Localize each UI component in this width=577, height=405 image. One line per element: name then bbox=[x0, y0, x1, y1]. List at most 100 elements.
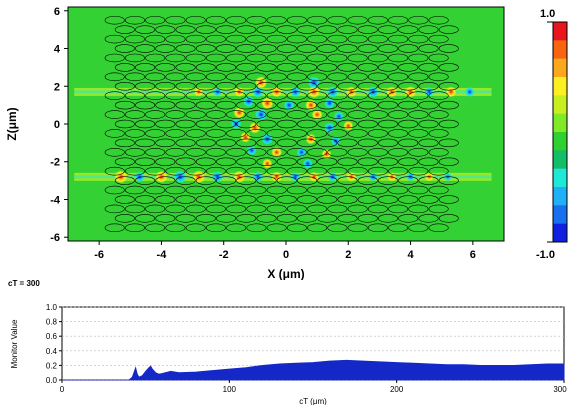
lattice-hole bbox=[145, 72, 166, 82]
lattice-hole bbox=[317, 119, 338, 129]
lattice-hole bbox=[145, 129, 166, 138]
lattice-hole bbox=[226, 129, 247, 138]
y-tick-label: -6 bbox=[50, 232, 60, 244]
lattice-hole bbox=[155, 138, 176, 148]
lattice-hole bbox=[246, 91, 267, 100]
lattice-hole bbox=[377, 44, 399, 53]
lattice-hole bbox=[104, 15, 125, 25]
lattice-hole bbox=[155, 100, 176, 110]
lattice-hole bbox=[438, 100, 459, 110]
lattice-hole bbox=[297, 81, 318, 91]
lattice-hole bbox=[438, 63, 459, 72]
lattice-hole bbox=[236, 214, 257, 223]
lattice-hole bbox=[408, 34, 429, 44]
lattice-hole bbox=[104, 72, 125, 82]
field-hot-spot bbox=[261, 97, 274, 110]
lattice-hole bbox=[337, 195, 358, 204]
lattice-hole bbox=[337, 138, 358, 148]
lattice-hole bbox=[307, 148, 328, 157]
lattice-hole bbox=[145, 53, 166, 63]
lattice-hole bbox=[246, 110, 267, 119]
lattice-hole bbox=[428, 204, 449, 214]
lattice-hole bbox=[408, 148, 429, 157]
lattice-hole bbox=[347, 53, 368, 63]
lattice-hole bbox=[246, 34, 267, 44]
monitor-x-tick-label: 100 bbox=[223, 385, 237, 394]
colorbar-segment bbox=[553, 22, 567, 41]
field-hot-spot bbox=[324, 97, 335, 109]
lattice-hole bbox=[165, 204, 186, 214]
lattice-hole bbox=[418, 176, 439, 185]
lattice-hole bbox=[256, 44, 277, 53]
lattice-hole bbox=[367, 129, 388, 138]
lattice-hole bbox=[266, 53, 287, 63]
lattice-hole bbox=[337, 157, 358, 167]
lattice-hole bbox=[145, 110, 166, 119]
lattice-hole bbox=[236, 119, 257, 129]
lattice-hole bbox=[428, 129, 449, 138]
lattice-hole bbox=[367, 53, 388, 63]
lattice-hole bbox=[276, 25, 297, 34]
lattice-hole bbox=[256, 157, 277, 167]
lattice-hole bbox=[388, 185, 409, 195]
lattice-hole bbox=[428, 110, 449, 119]
lattice-hole bbox=[297, 214, 318, 223]
lattice-hole bbox=[408, 91, 429, 100]
lattice-hole bbox=[246, 53, 267, 63]
field-hot-spot bbox=[445, 86, 457, 98]
colorbar bbox=[547, 21, 568, 243]
lattice-hole bbox=[357, 25, 378, 34]
lattice-hole bbox=[428, 223, 449, 233]
lattice-hole bbox=[317, 63, 338, 72]
lattice-hole bbox=[185, 223, 206, 233]
lattice-hole bbox=[205, 204, 226, 214]
field-hot-spot bbox=[211, 171, 224, 183]
lattice-hole bbox=[357, 214, 378, 223]
lattice-hole bbox=[307, 166, 328, 176]
lattice-hole bbox=[377, 214, 399, 223]
lattice-hole bbox=[418, 63, 439, 72]
lattice-hole bbox=[377, 195, 399, 204]
lattice-hole bbox=[377, 138, 399, 148]
lattice-hole bbox=[388, 72, 409, 82]
lattice-hole bbox=[256, 214, 277, 223]
lattice-hole bbox=[205, 110, 226, 119]
lattice-hole bbox=[388, 15, 409, 25]
lattice-hole bbox=[307, 91, 328, 100]
lattice-hole bbox=[155, 25, 176, 34]
lattice-hole bbox=[114, 100, 135, 110]
lattice-hole bbox=[104, 185, 125, 195]
field-hot-spot bbox=[249, 121, 261, 134]
lattice-hole bbox=[205, 185, 226, 195]
lattice-hole bbox=[307, 53, 328, 63]
lattice-hole bbox=[347, 72, 368, 82]
lattice-hole bbox=[256, 63, 277, 72]
colorbar-segment bbox=[553, 132, 567, 151]
field-hot-spot bbox=[271, 146, 283, 158]
lattice-hole bbox=[135, 195, 156, 204]
lattice-hole bbox=[286, 110, 307, 119]
colorbar-max-label: 1.0 bbox=[540, 8, 555, 20]
lattice-hole bbox=[276, 176, 297, 185]
lattice-hole bbox=[266, 72, 287, 82]
lattice-hole bbox=[347, 129, 368, 138]
lattice-hole bbox=[236, 176, 257, 185]
lattice-hole bbox=[297, 44, 318, 53]
lattice-hole bbox=[165, 185, 186, 195]
x-tick-label: 0 bbox=[283, 249, 289, 261]
lattice-hole bbox=[195, 157, 216, 167]
lattice-hole bbox=[246, 129, 267, 138]
field-hot-spot bbox=[230, 118, 242, 130]
lattice-hole bbox=[145, 15, 166, 25]
lattice-hole bbox=[377, 63, 399, 72]
lattice-hole bbox=[236, 44, 257, 53]
lattice-hole bbox=[438, 119, 459, 129]
lattice-hole bbox=[408, 185, 429, 195]
lattice-hole bbox=[428, 166, 449, 176]
lattice-hole bbox=[398, 119, 419, 129]
lattice-hole bbox=[398, 100, 419, 110]
lattice-hole bbox=[114, 63, 135, 72]
lattice-hole bbox=[114, 157, 135, 167]
x-tick-label: -6 bbox=[94, 249, 104, 261]
lattice-hole bbox=[418, 25, 439, 34]
